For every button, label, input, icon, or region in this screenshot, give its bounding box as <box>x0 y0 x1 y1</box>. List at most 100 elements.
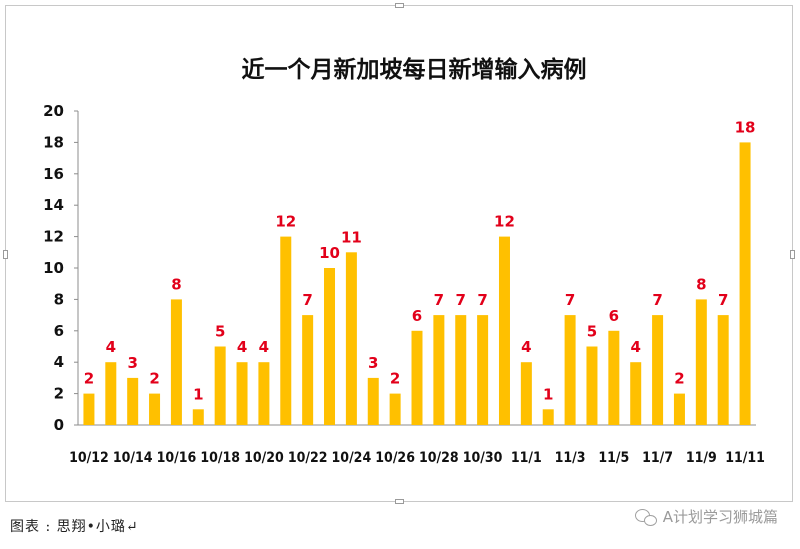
bar <box>411 330 423 425</box>
data-label: 1 <box>193 385 203 403</box>
x-tick-label: 10/22 <box>288 450 328 466</box>
data-label: 12 <box>494 213 515 231</box>
y-tick-label: 16 <box>43 165 64 183</box>
bar <box>586 346 598 425</box>
bar <box>695 299 707 425</box>
data-label: 11 <box>341 228 362 246</box>
bar <box>236 362 248 425</box>
data-label: 5 <box>587 323 597 341</box>
data-label: 2 <box>674 370 684 388</box>
bar <box>367 377 379 425</box>
data-label: 10 <box>319 244 340 262</box>
bar <box>652 315 664 425</box>
bar <box>192 409 204 425</box>
x-tick-label: 11/11 <box>725 450 765 466</box>
data-label: 7 <box>652 291 662 309</box>
x-tick-label: 10/20 <box>244 450 284 466</box>
chart-title: 近一个月新加坡每日新增输入病例 <box>242 56 587 83</box>
bar <box>520 362 532 425</box>
x-tick-label: 10/26 <box>375 450 415 466</box>
bar <box>324 268 336 425</box>
data-label: 6 <box>609 307 619 325</box>
y-tick-label: 8 <box>54 290 64 308</box>
data-label: 18 <box>735 118 756 136</box>
resize-handle-bottom[interactable] <box>395 499 404 504</box>
x-tick-label: 10/16 <box>157 450 197 466</box>
bar <box>345 252 357 425</box>
x-tick-label: 11/9 <box>686 450 717 466</box>
data-label: 1 <box>543 385 553 403</box>
bar <box>214 346 226 425</box>
x-tick-label: 11/1 <box>511 450 542 466</box>
x-tick-label: 10/18 <box>200 450 240 466</box>
y-tick-label: 6 <box>54 322 64 340</box>
y-tick-label: 14 <box>43 196 64 214</box>
bar <box>564 315 576 425</box>
y-tick-label: 18 <box>43 133 64 151</box>
y-tick-label: 4 <box>54 353 64 371</box>
x-tick-label: 11/3 <box>555 450 586 466</box>
bar <box>498 236 510 425</box>
wechat-icon <box>634 508 657 526</box>
data-label: 8 <box>696 275 706 293</box>
resize-handle-right[interactable] <box>790 250 795 259</box>
data-label: 4 <box>259 338 269 356</box>
watermark-text: A计划学习狮城篇 <box>662 508 778 526</box>
bar <box>170 299 182 425</box>
data-label: 7 <box>302 291 312 309</box>
x-tick-label: 10/12 <box>69 450 109 466</box>
data-label: 4 <box>106 338 116 356</box>
resize-handle-left[interactable] <box>3 250 8 259</box>
data-label: 3 <box>127 354 137 372</box>
data-label: 12 <box>275 213 296 231</box>
bar <box>149 393 161 425</box>
bar <box>673 393 685 425</box>
data-label: 4 <box>521 338 531 356</box>
bar <box>389 393 401 425</box>
bar <box>433 315 445 425</box>
bar <box>258 362 270 425</box>
data-label: 7 <box>718 291 728 309</box>
bar <box>542 409 554 425</box>
bar <box>608 330 620 425</box>
resize-handle-top[interactable] <box>395 3 404 8</box>
bars <box>83 142 751 425</box>
bar <box>477 315 489 425</box>
data-label: 7 <box>477 291 487 309</box>
data-label: 6 <box>412 307 422 325</box>
data-label: 2 <box>149 370 159 388</box>
data-label: 8 <box>171 275 181 293</box>
data-label: 7 <box>565 291 575 309</box>
data-label: 7 <box>434 291 444 309</box>
bar <box>280 236 292 425</box>
bar <box>127 377 139 425</box>
data-label: 2 <box>390 370 400 388</box>
x-tick-label: 10/14 <box>113 450 153 466</box>
watermark: A计划学习狮城篇 <box>634 506 778 527</box>
footer-credit: 图表 : 思翔•小璐↵ <box>10 519 139 535</box>
x-tick-label: 10/24 <box>332 450 372 466</box>
y-tick-label: 20 <box>43 102 64 120</box>
data-label: 7 <box>456 291 466 309</box>
data-label: 2 <box>84 370 94 388</box>
bar <box>717 315 729 425</box>
y-tick-label: 12 <box>43 228 64 246</box>
data-label: 4 <box>237 338 247 356</box>
x-tick-label: 10/30 <box>463 450 503 466</box>
y-tick-label: 0 <box>54 416 64 434</box>
x-tick-label: 11/5 <box>598 450 629 466</box>
bar <box>302 315 314 425</box>
bar <box>739 142 751 425</box>
data-label: 3 <box>368 354 378 372</box>
bar <box>83 393 95 425</box>
x-tick-label: 11/7 <box>642 450 673 466</box>
data-label: 4 <box>630 338 640 356</box>
y-tick-label: 10 <box>43 259 64 277</box>
bar <box>455 315 467 425</box>
bar <box>105 362 117 425</box>
data-label: 5 <box>215 323 225 341</box>
x-tick-label: 10/28 <box>419 450 459 466</box>
bar <box>630 362 642 425</box>
